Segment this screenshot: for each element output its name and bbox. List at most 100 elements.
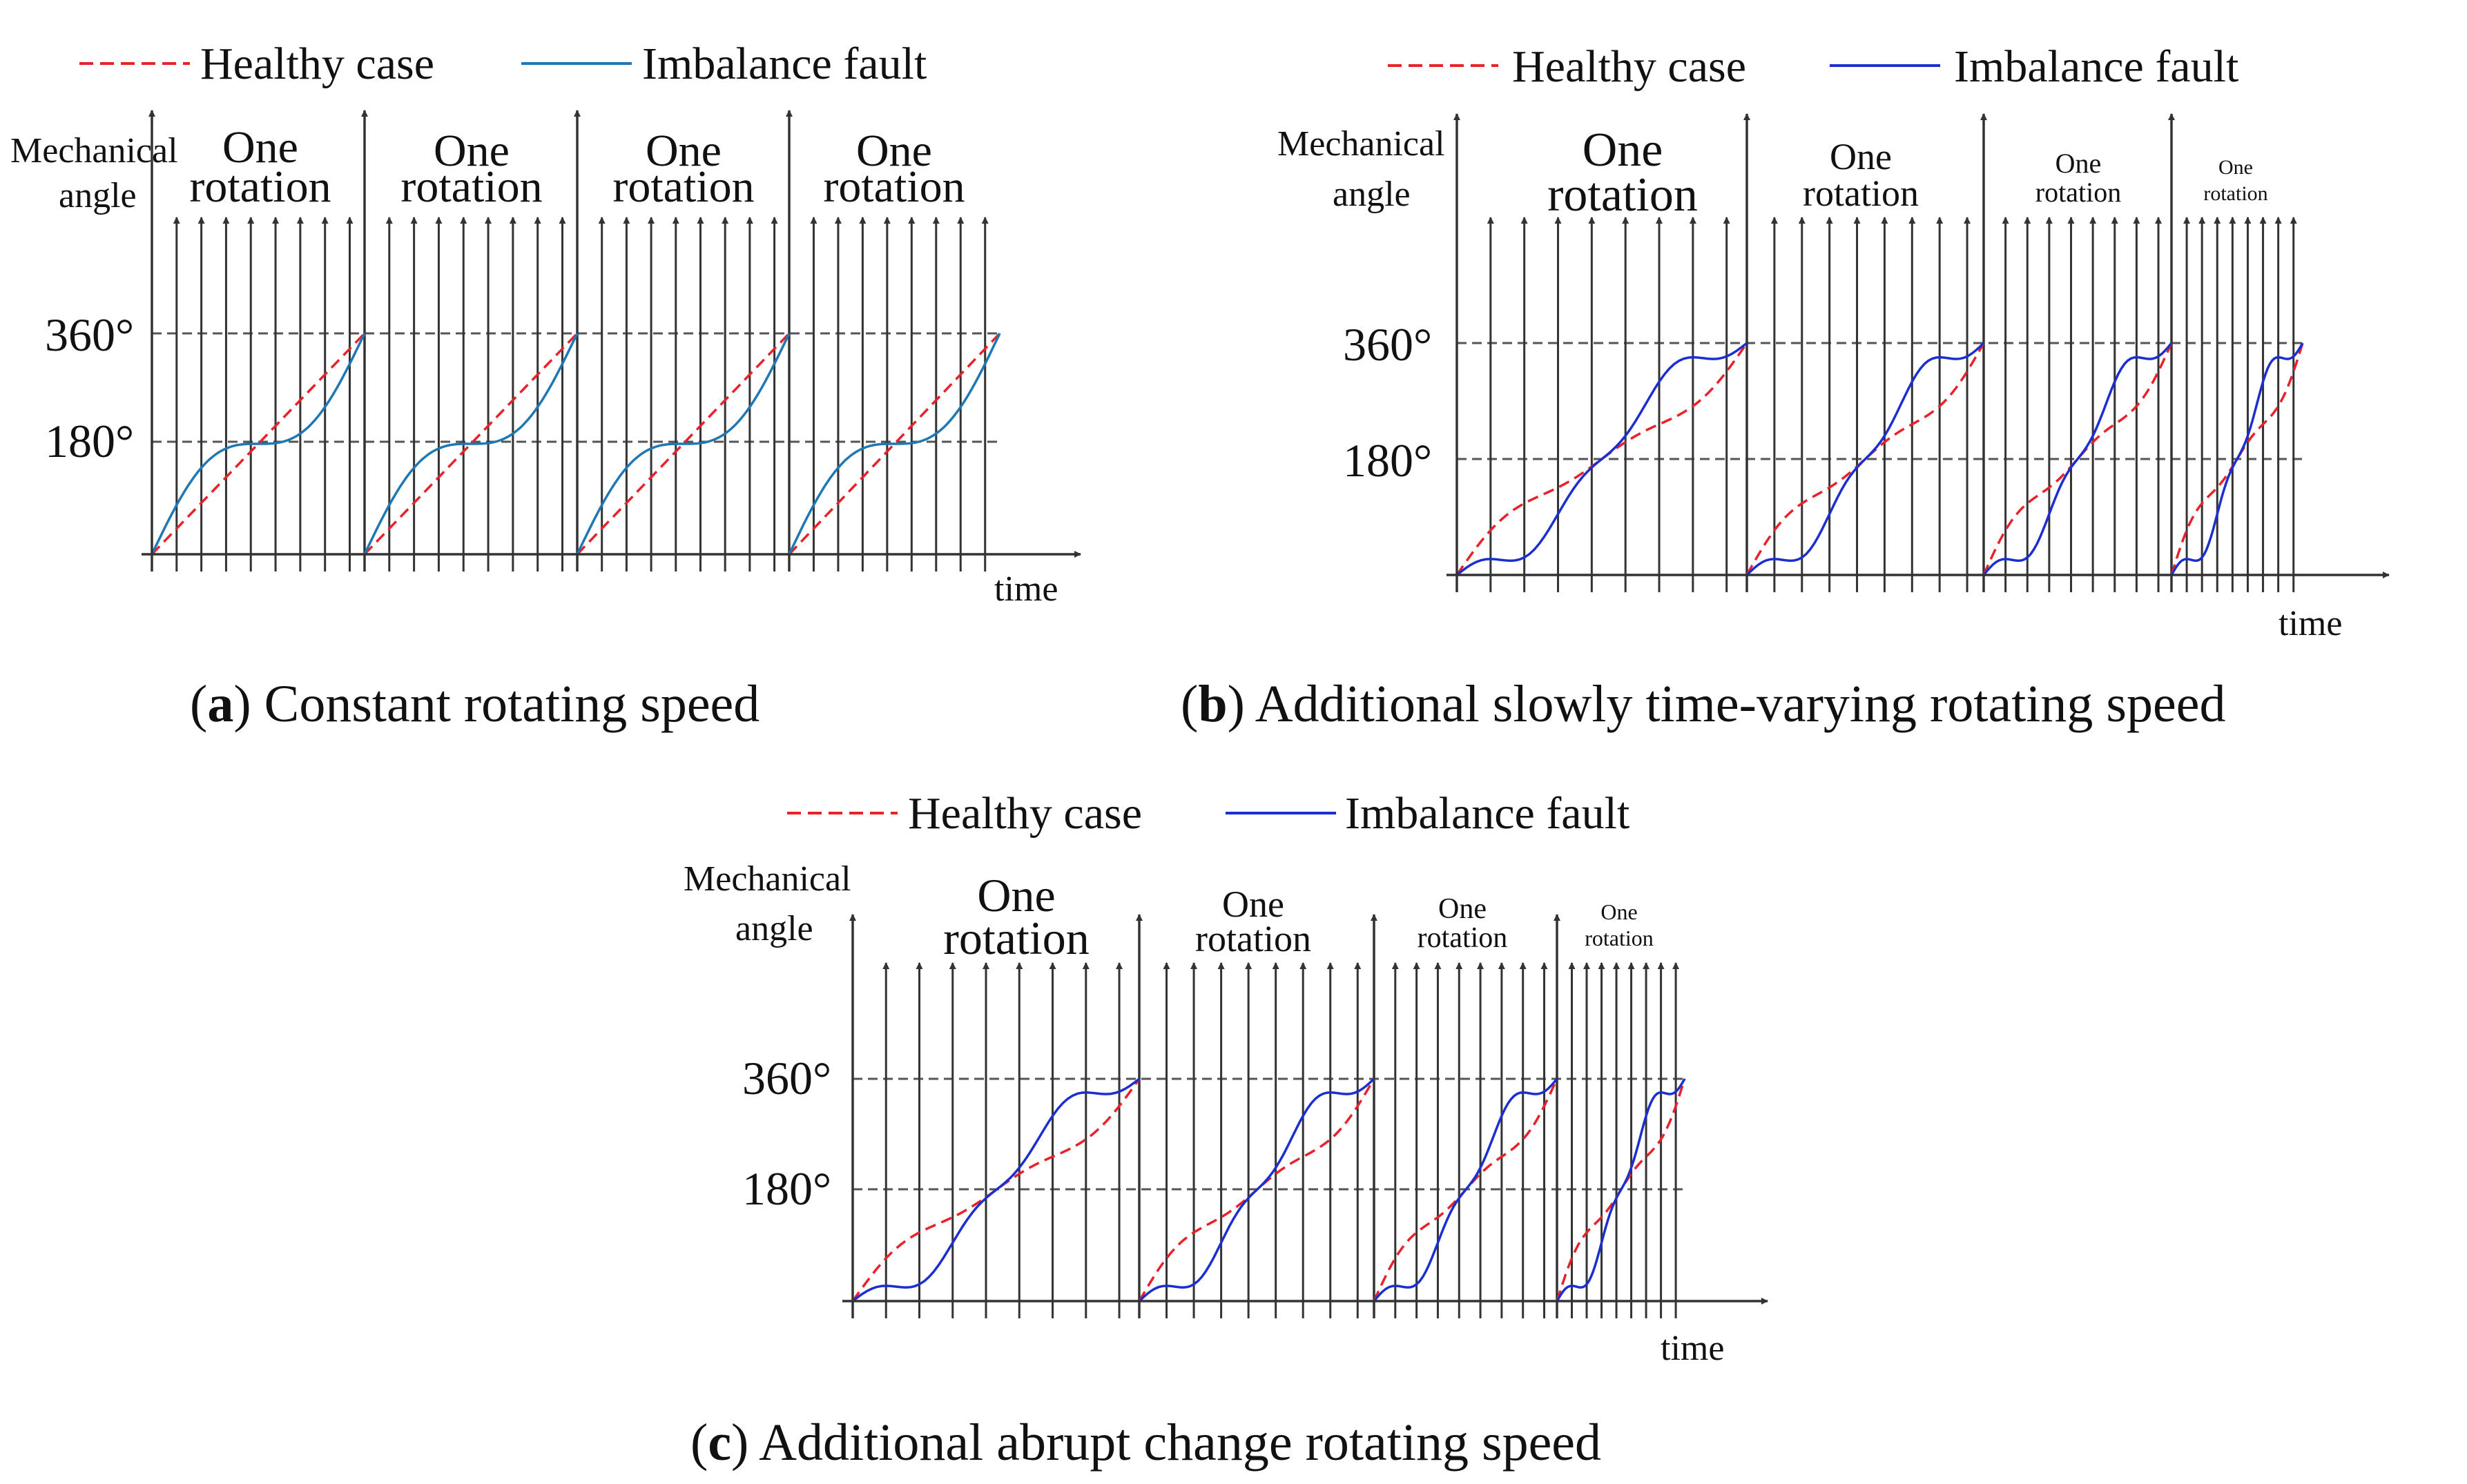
ylabel-line1-b: Mechanical xyxy=(1277,124,1445,164)
fault-curve-rotation-2 xyxy=(1745,342,1985,576)
rotation-label-line1: One xyxy=(1438,893,1487,925)
caption-text-a: Constant rotating speed xyxy=(264,675,760,733)
healthy-curve-rotation-4 xyxy=(2170,342,2304,576)
grid-c xyxy=(853,1077,1685,1191)
rotation-label-line2: rotation xyxy=(2203,182,2267,205)
rotation-label-line2: rotation xyxy=(189,162,331,212)
rotation-label-line2: rotation xyxy=(612,162,754,212)
fault-curve-c xyxy=(851,1077,1686,1302)
fault-curve-rotation-4 xyxy=(788,333,1001,555)
panel-b: Healthy case Imbalance fault Mechanical … xyxy=(1277,41,2390,643)
healthy-curve-rotation-2 xyxy=(1745,342,1985,576)
rotation-label-3-a: One rotation xyxy=(612,126,754,212)
grid-a xyxy=(152,332,1000,443)
fault-curve-rotation-3 xyxy=(576,333,791,555)
rotation-label-1-b: One rotation xyxy=(1547,124,1698,222)
fault-curve-rotation-1 xyxy=(151,333,366,555)
rotation-label-line2: rotation xyxy=(1585,926,1654,950)
fault-curve-rotation-4 xyxy=(1556,1078,1686,1302)
healthy-curve-b xyxy=(1455,342,2304,576)
grid-b xyxy=(1457,342,2303,460)
arrows-b xyxy=(1487,113,2297,592)
arrows-a xyxy=(173,110,989,572)
tick-180-a: 180° xyxy=(45,415,134,467)
rotation-label-2-a: One rotation xyxy=(400,126,542,212)
legend-healthy-label-c: Healthy case xyxy=(908,788,1142,839)
caption-letter-c: c xyxy=(708,1414,731,1472)
rotation-label-line2: rotation xyxy=(823,162,965,212)
legend-healthy-label-a: Healthy case xyxy=(200,39,434,89)
rotation-label-4-b: One rotation xyxy=(2203,156,2267,205)
rotation-label-line2: rotation xyxy=(2035,177,2121,208)
caption-b: (b) Additional slowly time-varying rotat… xyxy=(1181,675,2225,733)
healthy-curve-a xyxy=(151,332,1001,556)
rotation-label-line2: rotation xyxy=(1803,173,1919,214)
rotation-label-line1: One xyxy=(646,126,722,176)
rotation-label-2-c: One rotation xyxy=(1195,883,1311,959)
rotation-label-3-b: One rotation xyxy=(2035,148,2121,208)
rotation-label-1-c: One rotation xyxy=(943,869,1090,964)
rotation-label-line1: One xyxy=(977,869,1055,921)
fault-curve-rotation-3 xyxy=(1373,1077,1558,1302)
xlabel-c: time xyxy=(1661,1329,1724,1368)
axes-c xyxy=(842,914,1768,1318)
rotation-label-4-a: One rotation xyxy=(823,126,965,212)
fault-curve-rotation-2 xyxy=(1138,1077,1375,1302)
caption-letter-b: b xyxy=(1198,675,1227,733)
rotation-label-4-c: One rotation xyxy=(1585,899,1654,950)
rotation-label-line1: One xyxy=(1583,124,1663,177)
fault-curve-rotation-1 xyxy=(851,1077,1141,1302)
rotation-label-line1: One xyxy=(434,126,510,176)
rotation-label-line2: rotation xyxy=(1418,922,1508,954)
ylabel-line2-c: angle xyxy=(735,909,813,948)
xlabel-b: time xyxy=(2279,604,2342,643)
legend-a: Healthy case Imbalance fault xyxy=(79,39,927,89)
legend-fault-label-a: Imbalance fault xyxy=(642,39,927,89)
rotation-label-1-a: One rotation xyxy=(189,122,331,212)
tick-360-c: 360° xyxy=(742,1052,831,1104)
rotation-label-line2: rotation xyxy=(1547,168,1698,222)
fault-curve-rotation-1 xyxy=(1455,342,1748,576)
caption-a: (a) Constant rotating speed xyxy=(190,675,760,733)
fault-curve-rotation-4 xyxy=(2170,342,2304,576)
tick-360-a: 360° xyxy=(45,309,134,361)
healthy-curve-rotation-1 xyxy=(1455,342,1748,576)
caption-c: (c) Additional abrupt change rotating sp… xyxy=(690,1414,1601,1472)
arrows-c xyxy=(882,914,1680,1318)
tick-180-c: 180° xyxy=(742,1162,831,1215)
caption-letter-a: a xyxy=(207,675,233,733)
rotation-label-2-b: One rotation xyxy=(1803,136,1919,214)
fault-curve-rotation-3 xyxy=(1982,342,2173,576)
rotation-label-3-c: One rotation xyxy=(1418,893,1508,954)
caption-text-b: Additional slowly time-varying rotating … xyxy=(1255,675,2226,733)
legend-healthy-label-b: Healthy case xyxy=(1512,41,1746,92)
fault-curve-b xyxy=(1455,342,2304,576)
caption-text-c: Additional abrupt change rotating speed xyxy=(759,1414,1601,1472)
ylabel-line1-c: Mechanical xyxy=(684,859,851,899)
rotation-label-line1: One xyxy=(222,122,298,173)
rotation-label-line1: One xyxy=(856,126,932,176)
panel-a: Healthy case Imbalance fault Mechanical … xyxy=(10,39,1081,609)
xlabel-a: time xyxy=(994,569,1058,609)
rotation-label-line1: One xyxy=(1600,899,1637,924)
rotation-label-line1: One xyxy=(2055,148,2102,179)
healthy-curve-rotation-1 xyxy=(851,1077,1141,1302)
fault-curve-a xyxy=(151,333,1001,555)
rotation-label-line1: One xyxy=(1830,136,1892,177)
ylabel-line2-a: angle xyxy=(59,176,137,215)
legend-b: Healthy case Imbalance fault xyxy=(1388,41,2238,92)
rotation-label-line2: rotation xyxy=(400,162,542,212)
ylabel-line2-b: angle xyxy=(1333,175,1411,214)
rotation-label-line1: One xyxy=(2218,156,2253,179)
axes-a xyxy=(142,110,1081,572)
legend-fault-label-b: Imbalance fault xyxy=(1954,41,2238,92)
rotation-label-line1: One xyxy=(1222,883,1284,925)
ylabel-line1-a: Mechanical xyxy=(10,131,178,170)
legend-fault-label-c: Imbalance fault xyxy=(1345,788,1629,839)
legend-c: Healthy case Imbalance fault xyxy=(787,788,1629,839)
fault-curve-rotation-2 xyxy=(363,333,579,555)
tick-360-b: 360° xyxy=(1343,318,1432,371)
axes-b xyxy=(1447,113,2390,592)
rotation-label-line2: rotation xyxy=(943,912,1090,964)
